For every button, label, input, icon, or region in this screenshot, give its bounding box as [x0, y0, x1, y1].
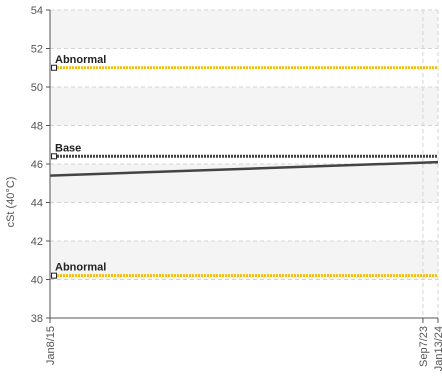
- x-tick-label: Jan8/15: [45, 326, 57, 365]
- reference-lines: Abnormal Base Abnormal: [51, 54, 438, 279]
- reference-marker: [51, 153, 57, 160]
- reference-label: Abnormal: [55, 262, 106, 274]
- y-tick-label: 42: [31, 236, 43, 248]
- reference-label: Base: [55, 142, 81, 154]
- grid-band: [50, 164, 438, 203]
- grid-band: [50, 279, 438, 318]
- y-tick-label: 44: [31, 198, 43, 210]
- y-tick-label: 48: [31, 121, 43, 133]
- series-layer: [49, 160, 439, 177]
- grid-band: [50, 87, 438, 126]
- x-tick-label: Jan13/24: [433, 326, 442, 371]
- reference-marker: [51, 272, 57, 279]
- grid-band: [50, 125, 438, 164]
- y-tick-label: 52: [31, 44, 43, 56]
- series-line: [49, 160, 439, 177]
- grid-band: [50, 241, 438, 280]
- grid-band: [50, 202, 438, 241]
- reference-label: Abnormal: [55, 54, 106, 66]
- y-tick-label: 50: [31, 82, 43, 94]
- x-tick-label: Sep7/23: [418, 326, 430, 367]
- x-axis-ticks: Jan8/15 Sep7/23 Jan13/24: [45, 318, 442, 371]
- grid-band: [50, 10, 438, 49]
- y-tick-label: 38: [31, 313, 43, 325]
- y-tick-label: 40: [31, 275, 43, 287]
- reference-marker: [51, 64, 57, 71]
- y-axis-ticks: 38 40 42 44 46 48 50 52 54: [31, 5, 50, 325]
- y-tick-label: 54: [31, 5, 43, 17]
- y-axis-title: cSt (40°C): [5, 177, 17, 228]
- y-tick-label: 46: [31, 159, 43, 171]
